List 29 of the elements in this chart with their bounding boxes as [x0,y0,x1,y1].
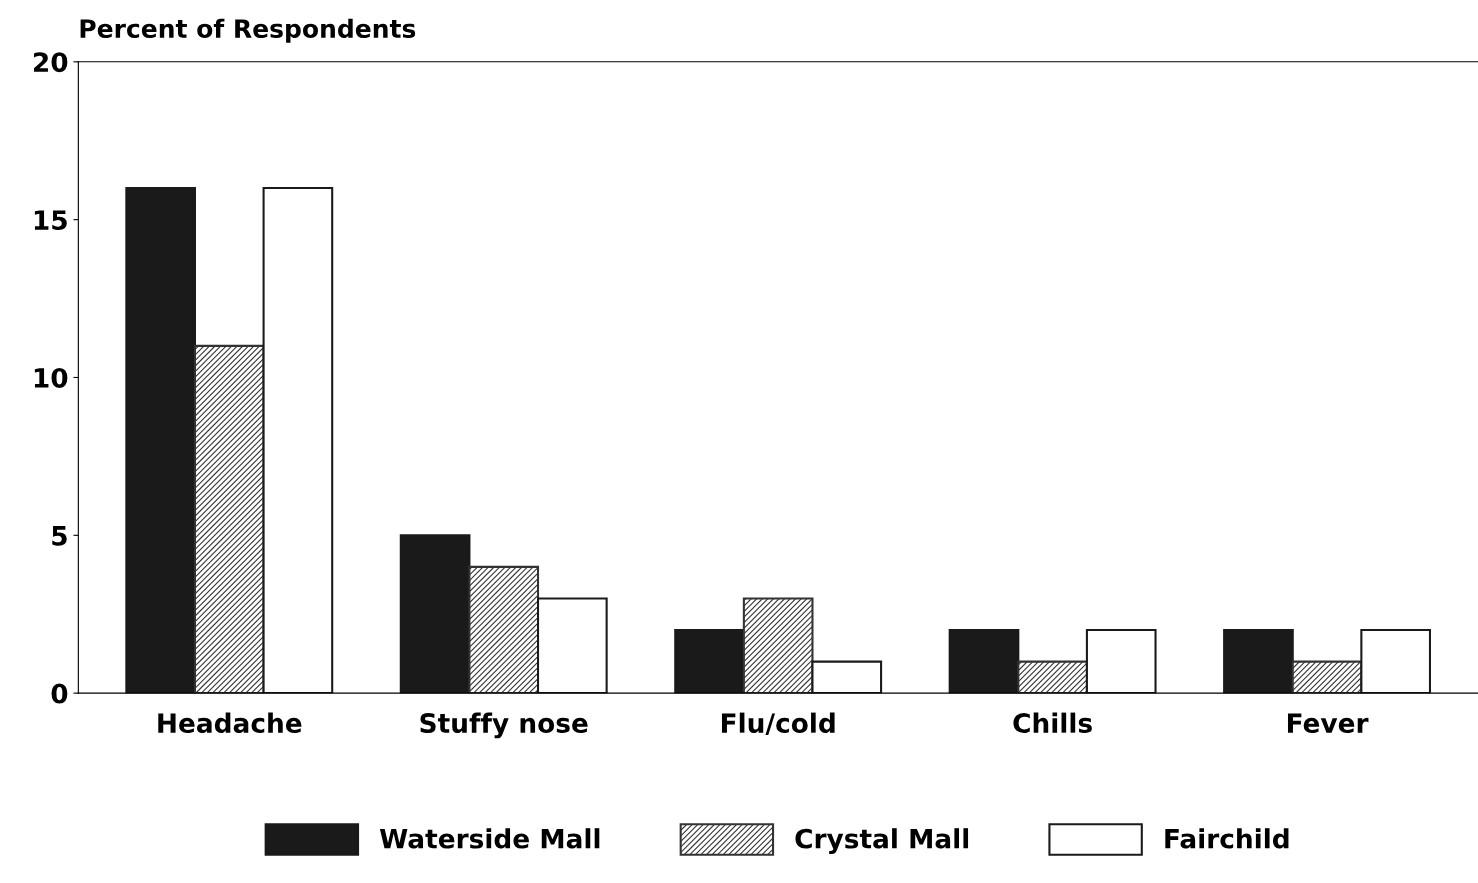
legend-label: Fairchild [1165,828,1289,849]
x-tick-label: Stuffy nose [420,712,588,739]
y-tick-label: 20 [33,52,68,73]
bar [1360,628,1432,694]
bar [262,187,334,694]
bar [1017,660,1088,694]
x-tick-label: Headache [158,712,302,734]
y-tick-label: 5 [52,526,67,546]
bar [1223,628,1294,694]
bar [742,597,814,694]
bar [193,344,265,694]
y-tick-label: 10 [34,367,68,388]
bar [948,628,1020,694]
bar [674,628,745,694]
x-tick-label: Chills [1013,712,1092,734]
bar [1291,660,1363,694]
y-tick-label: 0 [51,683,68,704]
bar [468,565,540,694]
bar [125,187,197,694]
x-tick-label: Fever [1287,713,1369,734]
y-axis-title: Percent of Respondents [80,18,416,43]
x-tick-label: Flu/cold [721,712,835,736]
bar [811,660,883,694]
bar [536,597,608,694]
legend-label: Crystal Mall [795,828,969,854]
bar [1085,628,1157,694]
y-tick-label: 15 [34,210,67,231]
bar [399,534,471,694]
legend-label: Waterside Mall [379,828,600,849]
